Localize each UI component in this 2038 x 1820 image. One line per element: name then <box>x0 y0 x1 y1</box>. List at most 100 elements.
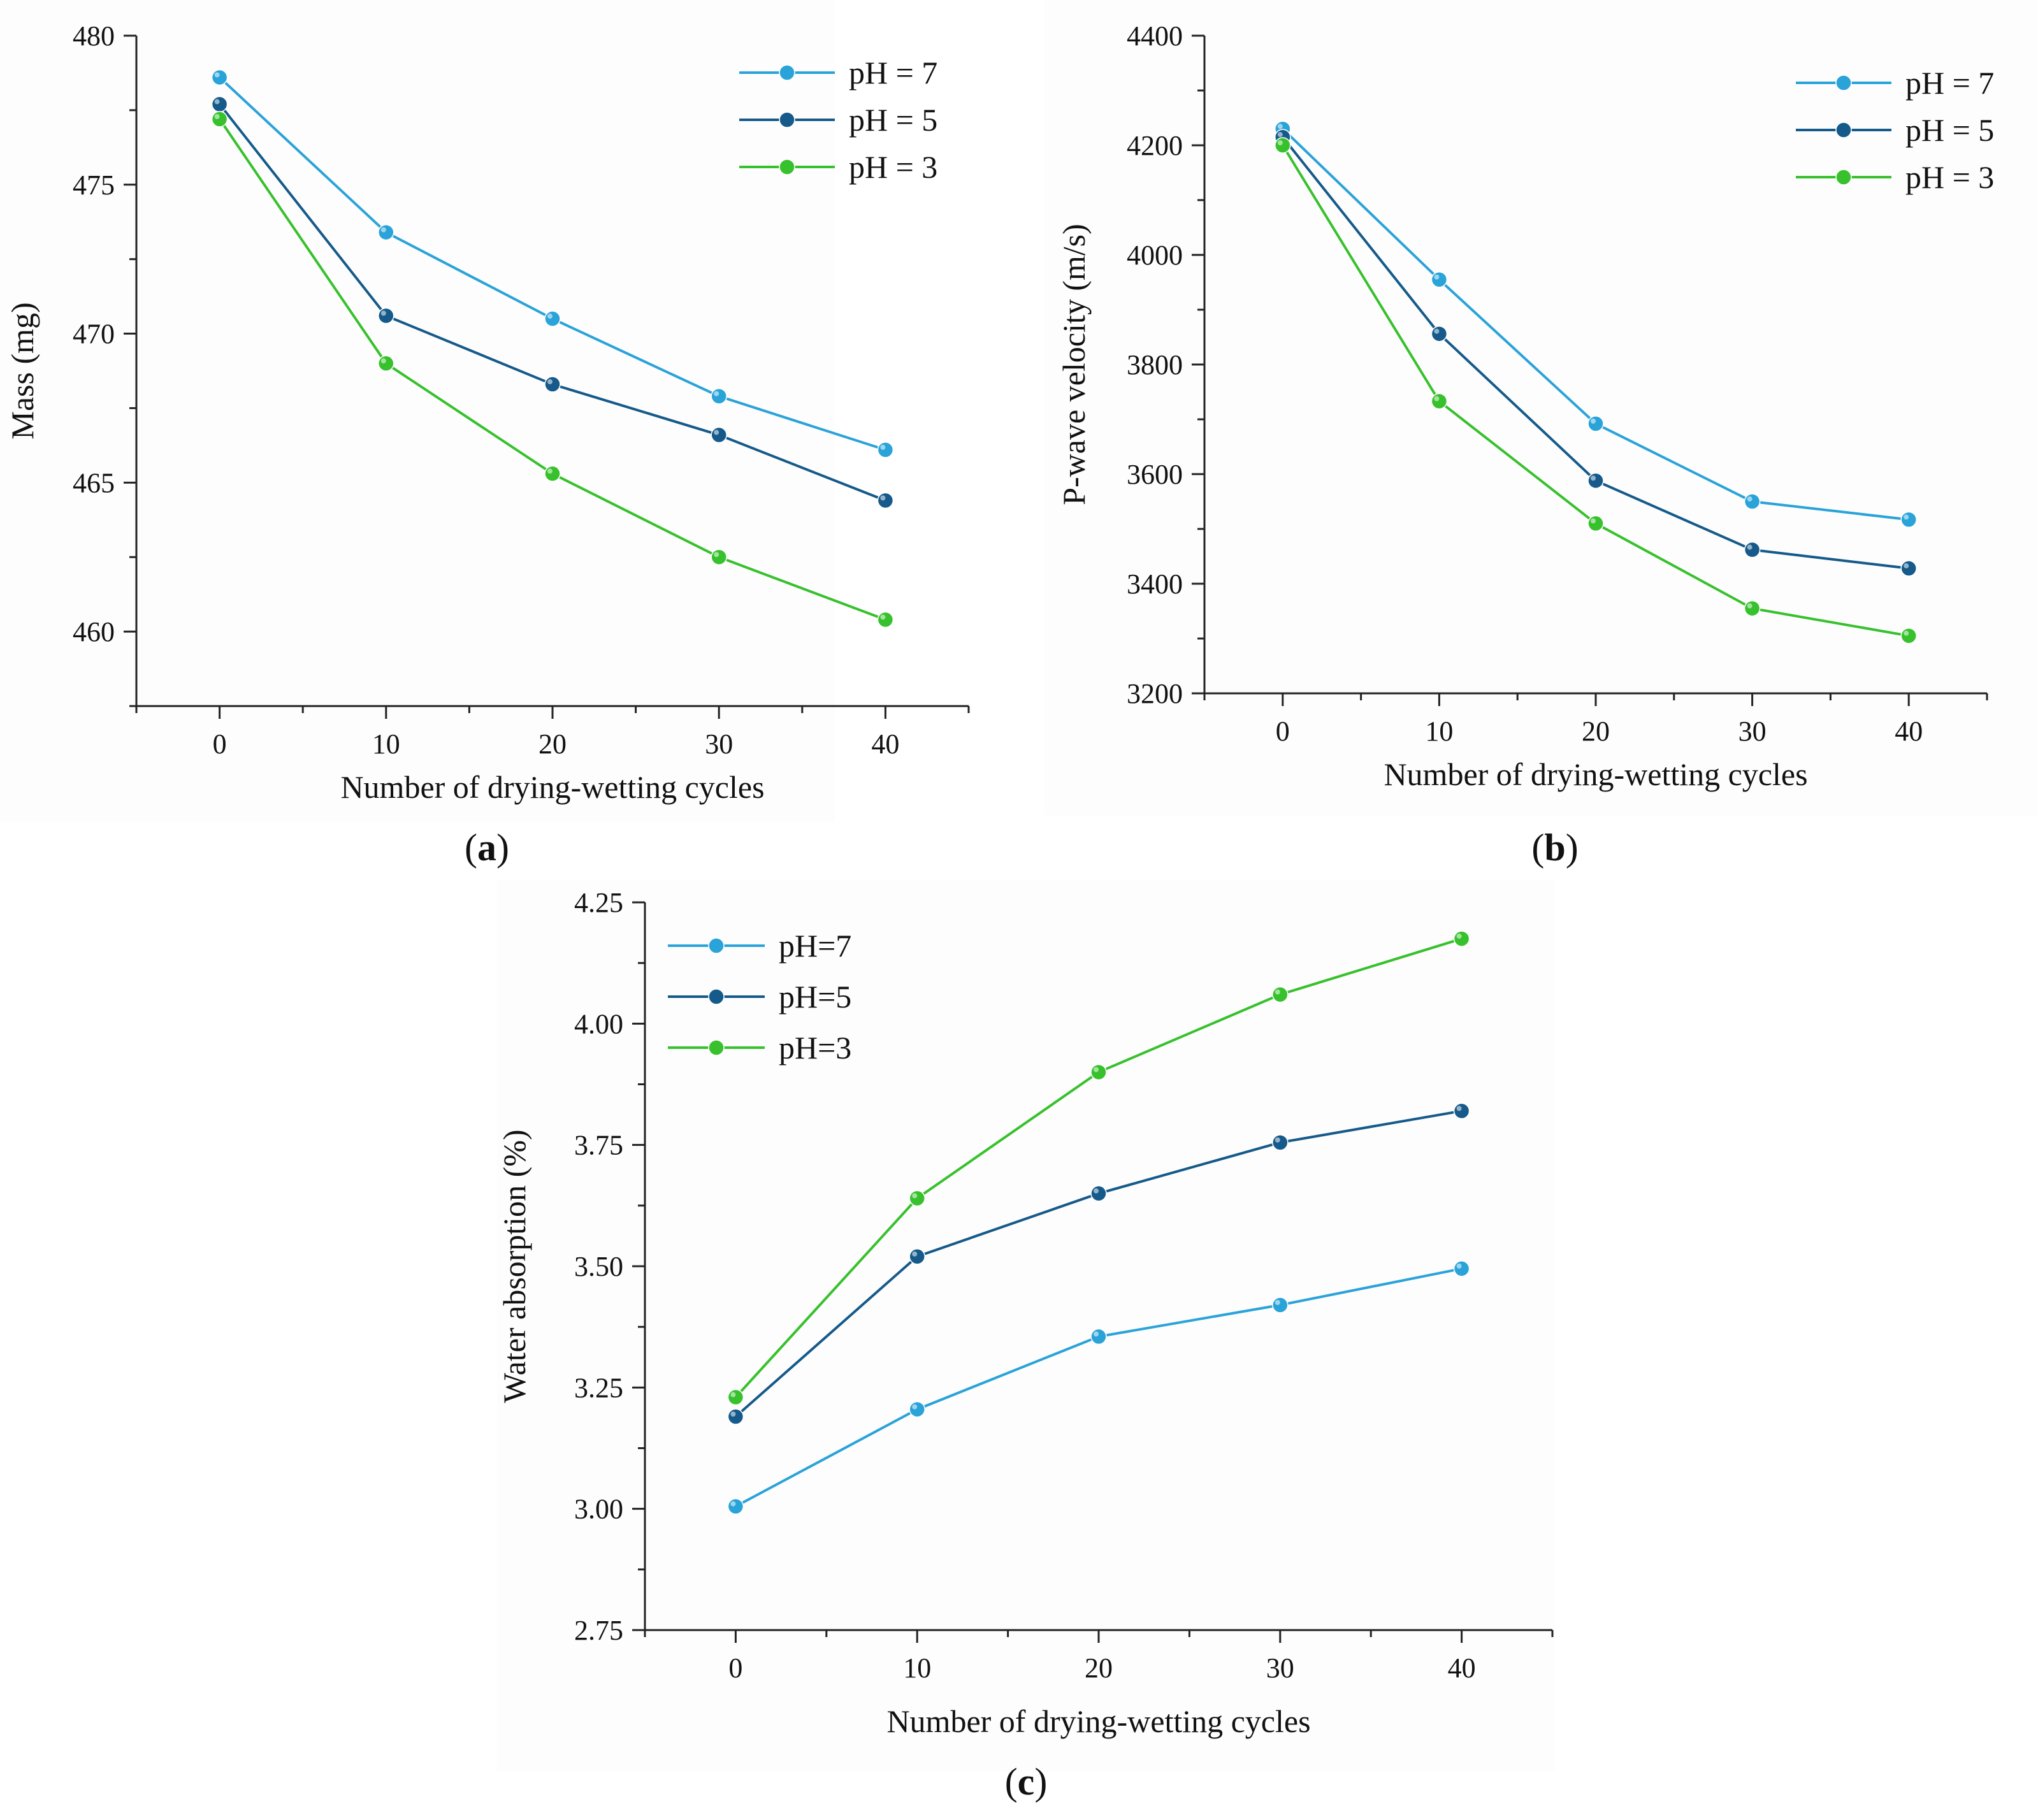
y-tick-label-c: 2.75 <box>574 1615 623 1646</box>
panel-label-b: (b) <box>1531 827 1578 869</box>
data-point-highlight <box>880 495 886 501</box>
data-point <box>1587 472 1604 489</box>
legend-swatch-marker <box>779 64 795 81</box>
data-point <box>727 1498 744 1515</box>
series-ph-7-c <box>727 1260 1470 1515</box>
data-point <box>1900 511 1917 528</box>
x-tick-label-c: 20 <box>1085 1652 1113 1684</box>
x-tick-label-b: 30 <box>1738 716 1767 747</box>
data-point <box>1453 930 1470 947</box>
data-point <box>1744 541 1761 558</box>
panel-c: 2.75 3.00 3.25 3.50 3.75 4.00 4.25 0 10 20 30 40 Num… <box>496 887 1554 1803</box>
legend-swatch-marker <box>1835 75 1852 91</box>
x-tick-label-c: 40 <box>1448 1652 1476 1684</box>
data-point <box>1090 1064 1107 1081</box>
legend-label: pH = 5 <box>849 102 937 138</box>
data-point-highlight <box>380 358 386 364</box>
data-point-highlight <box>1747 603 1753 609</box>
data-point <box>544 376 561 393</box>
data-point-highlight <box>1434 396 1440 401</box>
x-tick-label-a: 30 <box>705 728 733 760</box>
legend-label: pH = 3 <box>1905 159 1994 195</box>
series-ph-3-a <box>211 111 894 628</box>
data-point <box>877 442 894 458</box>
data-point-highlight <box>1434 274 1440 280</box>
y-axis-title-a: Mass (mg) <box>4 302 40 439</box>
series-ph-7-a <box>211 69 894 458</box>
x-tick-label-a: 20 <box>538 728 567 760</box>
data-point <box>1090 1185 1107 1202</box>
y-tick-label-a: 470 <box>73 319 115 350</box>
x-tick-label-a: 0 <box>213 728 227 760</box>
panel-label-c: (c) <box>1005 1761 1048 1803</box>
data-point-highlight <box>1094 1067 1099 1072</box>
y-axis-title-c: Water absorption (%) <box>496 1129 532 1403</box>
series-ph-3-b <box>1275 137 1917 644</box>
x-tick-label-c: 30 <box>1266 1652 1294 1684</box>
data-point-highlight <box>880 614 886 620</box>
data-point-highlight <box>1275 989 1280 995</box>
data-point <box>544 465 561 482</box>
y-tick-label-b: 4400 <box>1127 20 1183 52</box>
panel-a: 460 465 470 475 480 0 10 20 30 40 Number of drying… <box>4 20 970 869</box>
x-tick-label-b: 40 <box>1895 716 1923 747</box>
y-tick-label-b: 3800 <box>1127 349 1183 380</box>
legend-c: pH=7 pH=5 pH=3 <box>668 928 851 1065</box>
data-point-highlight <box>1904 563 1909 568</box>
legend-label: pH=7 <box>779 928 851 964</box>
y-tick-label-b: 4200 <box>1127 130 1183 161</box>
data-point-highlight <box>912 1251 918 1257</box>
data-point <box>909 1401 925 1418</box>
data-point <box>1275 137 1291 154</box>
data-point-highlight <box>1277 132 1283 138</box>
data-point-highlight <box>1277 124 1283 129</box>
x-tick-label-c: 10 <box>903 1652 931 1684</box>
legend-swatch-marker <box>708 1039 725 1056</box>
data-point <box>1272 1297 1289 1313</box>
y-tick-label-b: 3400 <box>1127 568 1183 600</box>
data-point-highlight <box>547 468 553 474</box>
legend-b: pH = 7 pH = 5 pH = 3 <box>1796 65 1994 195</box>
chart-panels: 460 465 470 475 480 0 10 20 30 40 Number of drying… <box>4 20 1994 1803</box>
data-point-highlight <box>912 1404 918 1410</box>
data-point-highlight <box>547 314 553 319</box>
data-point-highlight <box>730 1501 736 1506</box>
data-point <box>909 1248 925 1265</box>
legend-label: pH = 3 <box>849 149 937 185</box>
data-point-highlight <box>1591 518 1596 524</box>
data-point <box>1453 1102 1470 1120</box>
panel-a-background <box>0 0 835 822</box>
data-point <box>877 611 894 628</box>
data-point <box>1431 326 1448 342</box>
data-point <box>1744 493 1761 510</box>
y-tick-label-c: 4.00 <box>574 1008 623 1039</box>
legend-swatch-marker <box>1835 169 1852 185</box>
y-tick-label-c: 3.00 <box>574 1494 623 1525</box>
data-point-highlight <box>912 1193 918 1199</box>
panel-label-a: (a) <box>465 827 509 869</box>
data-point-highlight <box>1456 1263 1462 1269</box>
panel-c-background <box>497 879 1555 1772</box>
series-ph-3-c <box>727 930 1470 1406</box>
data-point-highlight <box>1591 418 1596 424</box>
legend-a: pH = 7 pH = 5 pH = 3 <box>739 55 937 185</box>
data-point-highlight <box>1904 630 1909 636</box>
data-point <box>1587 415 1604 432</box>
data-point-highlight <box>1094 1331 1099 1337</box>
y-tick-label-b: 3200 <box>1127 678 1183 709</box>
data-point <box>1431 393 1448 410</box>
data-point <box>1453 1260 1470 1277</box>
data-point-highlight <box>380 310 386 316</box>
data-point <box>1900 627 1917 644</box>
legend-label: pH=3 <box>779 1030 851 1065</box>
data-point-highlight <box>214 72 220 78</box>
x-axis-title-b: Number of drying-wetting cycles <box>1384 756 1807 792</box>
data-point <box>1744 600 1761 617</box>
y-tick-label-b: 4000 <box>1127 240 1183 271</box>
series-ph-5-b <box>1275 129 1917 577</box>
data-point-highlight <box>730 1412 736 1417</box>
data-point-highlight <box>1094 1188 1099 1194</box>
data-point <box>711 426 727 444</box>
y-tick-label-a: 480 <box>73 20 115 52</box>
data-point <box>727 1408 744 1425</box>
